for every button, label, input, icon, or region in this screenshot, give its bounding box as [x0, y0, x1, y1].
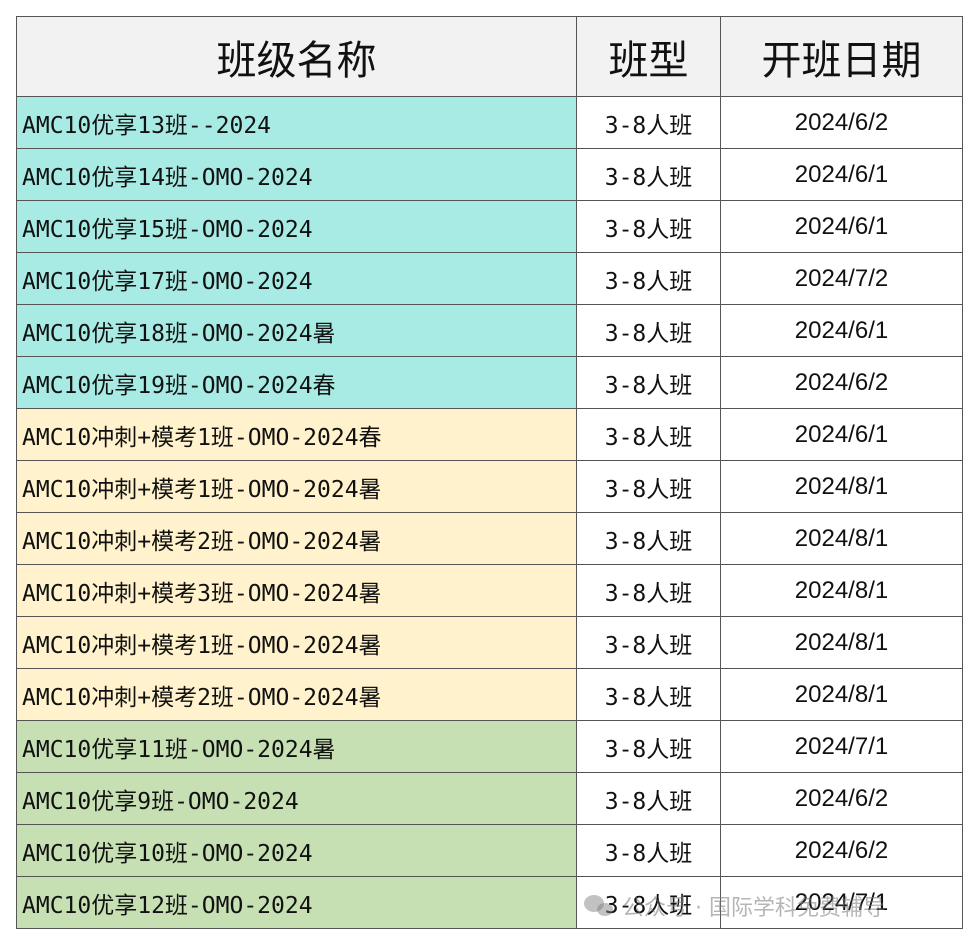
table-row: AMC10优享18班-OMO-2024暑 3-8人班 2024/6/1 [16, 304, 963, 357]
class-type-cell: 3-8人班 [576, 772, 721, 825]
start-date-cell: 2024/6/1 [720, 408, 963, 461]
class-name-cell: AMC10优享10班-OMO-2024 [16, 824, 577, 877]
class-type-cell: 3-8人班 [576, 616, 721, 669]
class-name-cell: AMC10优享19班-OMO-2024春 [16, 356, 577, 409]
start-date-cell: 2024/8/1 [720, 564, 963, 617]
start-date-cell: 2024/8/1 [720, 668, 963, 721]
class-name-cell: AMC10冲刺+模考1班-OMO-2024暑 [16, 460, 577, 513]
class-name-cell: AMC10优享9班-OMO-2024 [16, 772, 577, 825]
header-class-type: 班型 [576, 16, 721, 97]
table-header-row: 班级名称 班型 开班日期 [16, 16, 963, 97]
class-name-cell: AMC10优享17班-OMO-2024 [16, 252, 577, 305]
class-type-cell: 3-8人班 [576, 720, 721, 773]
table-row: AMC10冲刺+模考1班-OMO-2024暑 3-8人班 2024/8/1 [16, 616, 963, 669]
class-name-cell: AMC10冲刺+模考1班-OMO-2024暑 [16, 616, 577, 669]
start-date-cell: 2024/6/2 [720, 356, 963, 409]
class-type-cell: 3-8人班 [576, 564, 721, 617]
table-row: AMC10优享13班--2024 3-8人班 2024/6/2 [16, 96, 963, 149]
table-row: AMC10冲刺+模考3班-OMO-2024暑 3-8人班 2024/8/1 [16, 564, 963, 617]
class-name-cell: AMC10冲刺+模考2班-OMO-2024暑 [16, 668, 577, 721]
class-name-cell: AMC10优享15班-OMO-2024 [16, 200, 577, 253]
table-row: AMC10优享19班-OMO-2024春 3-8人班 2024/6/2 [16, 356, 963, 409]
class-name-cell: AMC10冲刺+模考2班-OMO-2024暑 [16, 512, 577, 565]
class-name-cell: AMC10优享13班--2024 [16, 96, 577, 149]
class-type-cell: 3-8人班 [576, 148, 721, 201]
start-date-cell: 2024/6/2 [720, 772, 963, 825]
class-name-cell: AMC10冲刺+模考1班-OMO-2024春 [16, 408, 577, 461]
class-type-cell: 3-8人班 [576, 200, 721, 253]
class-name-cell: AMC10优享12班-OMO-2024 [16, 876, 577, 929]
start-date-cell: 2024/8/1 [720, 460, 963, 513]
class-type-cell: 3-8人班 [576, 512, 721, 565]
class-name-cell: AMC10冲刺+模考3班-OMO-2024暑 [16, 564, 577, 617]
start-date-cell: 2024/6/1 [720, 200, 963, 253]
class-name-cell: AMC10优享11班-OMO-2024暑 [16, 720, 577, 773]
class-type-cell: 3-8人班 [576, 252, 721, 305]
class-name-cell: AMC10优享14班-OMO-2024 [16, 148, 577, 201]
start-date-cell: 2024/7/2 [720, 252, 963, 305]
table-row: AMC10优享15班-OMO-2024 3-8人班 2024/6/1 [16, 200, 963, 253]
table-row: AMC10冲刺+模考2班-OMO-2024暑 3-8人班 2024/8/1 [16, 512, 963, 565]
start-date-cell: 2024/7/1 [720, 720, 963, 773]
table-row: AMC10优享14班-OMO-2024 3-8人班 2024/6/1 [16, 148, 963, 201]
start-date-cell: 2024/6/1 [720, 304, 963, 357]
table-row: AMC10优享10班-OMO-2024 3-8人班 2024/6/2 [16, 824, 963, 877]
table-row: AMC10冲刺+模考1班-OMO-2024春 3-8人班 2024/6/1 [16, 408, 963, 461]
table-row: AMC10优享9班-OMO-2024 3-8人班 2024/6/2 [16, 772, 963, 825]
table-row: AMC10优享17班-OMO-2024 3-8人班 2024/7/2 [16, 252, 963, 305]
class-type-cell: 3-8人班 [576, 460, 721, 513]
table-row: AMC10冲刺+模考2班-OMO-2024暑 3-8人班 2024/8/1 [16, 668, 963, 721]
start-date-cell: 2024/7/1 [720, 876, 963, 929]
header-start-date: 开班日期 [720, 16, 963, 97]
class-name-cell: AMC10优享18班-OMO-2024暑 [16, 304, 577, 357]
start-date-cell: 2024/6/2 [720, 96, 963, 149]
start-date-cell: 2024/6/1 [720, 148, 963, 201]
class-type-cell: 3-8人班 [576, 408, 721, 461]
class-type-cell: 3-8人班 [576, 304, 721, 357]
table-row: AMC10优享11班-OMO-2024暑 3-8人班 2024/7/1 [16, 720, 963, 773]
start-date-cell: 2024/8/1 [720, 616, 963, 669]
class-type-cell: 3-8人班 [576, 96, 721, 149]
class-type-cell: 3-8人班 [576, 668, 721, 721]
start-date-cell: 2024/6/2 [720, 824, 963, 877]
table-row: AMC10冲刺+模考1班-OMO-2024暑 3-8人班 2024/8/1 [16, 460, 963, 513]
start-date-cell: 2024/8/1 [720, 512, 963, 565]
class-type-cell: 3-8人班 [576, 356, 721, 409]
class-type-cell: 3-8人班 [576, 876, 721, 929]
class-type-cell: 3-8人班 [576, 824, 721, 877]
class-schedule-table: 班级名称 班型 开班日期 AMC10优享13班--2024 3-8人班 2024… [16, 16, 963, 929]
header-class-name: 班级名称 [16, 16, 577, 97]
table-row: AMC10优享12班-OMO-2024 3-8人班 2024/7/1 [16, 876, 963, 929]
